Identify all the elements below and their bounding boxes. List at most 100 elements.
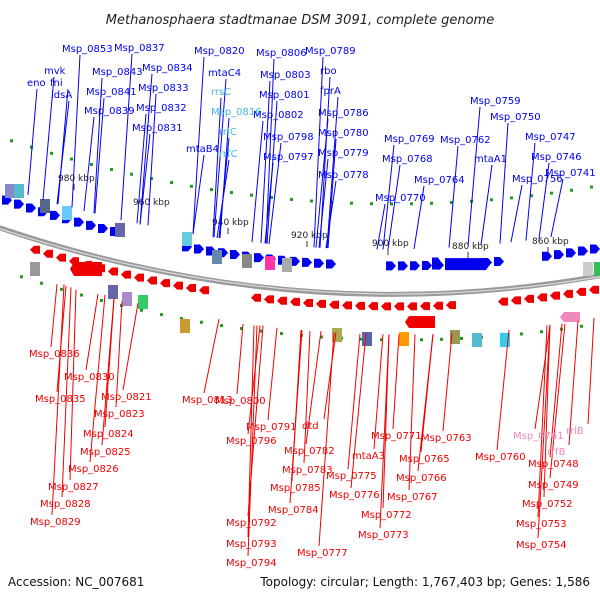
tick-dot bbox=[530, 194, 533, 198]
reverse-gene-arrow bbox=[121, 270, 131, 279]
forward-gene-arrow bbox=[398, 261, 408, 271]
forward-gene-arrow bbox=[410, 261, 420, 271]
forward-gene-label: eno bbox=[27, 78, 46, 89]
forward-gene-label: Msp_0806 bbox=[256, 48, 307, 59]
reverse-gene-label: Msp_0775 bbox=[326, 471, 377, 482]
reverse-leader-line bbox=[568, 320, 579, 446]
reverse-leader-line bbox=[247, 325, 255, 538]
forward-leader-line bbox=[467, 106, 481, 247]
forward-leader-line bbox=[325, 180, 337, 249]
reverse-leader-line bbox=[408, 334, 416, 491]
feature-block bbox=[212, 250, 222, 264]
forward-gene-label: Msp_0786 bbox=[318, 108, 369, 119]
reverse-gene-label: Msp_0821 bbox=[101, 392, 152, 403]
reverse-gene-arrow bbox=[560, 312, 580, 322]
tick-dot bbox=[320, 335, 323, 339]
forward-leader-line bbox=[71, 54, 81, 208]
forward-gene-label: Msp_0768 bbox=[382, 154, 433, 165]
forward-leader-line bbox=[251, 120, 264, 243]
genome-backbone-highlight bbox=[0, 228, 600, 295]
tick-dot bbox=[260, 329, 263, 333]
reverse-gene-label: Msp_0828 bbox=[40, 499, 91, 510]
reverse-gene-arrow bbox=[316, 299, 326, 308]
forward-gene-label: idsA bbox=[51, 90, 72, 101]
forward-leader-line bbox=[192, 56, 205, 235]
forward-leader-line bbox=[218, 137, 230, 238]
forward-gene-arrow bbox=[302, 257, 312, 267]
forward-gene-label: mvk bbox=[44, 66, 66, 77]
forward-gene-arrow bbox=[14, 199, 24, 209]
tick-dot bbox=[460, 336, 463, 340]
reverse-leader-line bbox=[247, 325, 261, 435]
reverse-leader-line bbox=[417, 334, 434, 472]
forward-leader-line bbox=[56, 100, 70, 205]
reverse-gene-label: Msp_0792 bbox=[226, 518, 277, 529]
forward-gene-arrow bbox=[26, 203, 36, 213]
reverse-leader-line bbox=[537, 325, 551, 539]
scale-ticks: 980 kbp 960 kbp 940 kbp 920 kbp 900 kbp 880 k… bbox=[58, 174, 569, 258]
reverse-gene-arrow bbox=[30, 245, 40, 254]
forward-leader-line bbox=[315, 118, 329, 248]
feature-block bbox=[40, 199, 50, 213]
reverse-leader-line bbox=[50, 284, 58, 348]
tick-dot bbox=[50, 151, 53, 155]
forward-gene-arrow bbox=[290, 256, 300, 266]
forward-gene-label: Msp_0834 bbox=[142, 63, 193, 74]
reverse-leader-line bbox=[101, 297, 115, 446]
map-title: Methanosphaera stadtmanae DSM 3091, comp… bbox=[106, 13, 494, 28]
reverse-gene-label: Msp_0767 bbox=[387, 492, 438, 503]
forward-gene-arrow bbox=[542, 251, 552, 261]
forward-gene-label: Msp_0831 bbox=[132, 123, 183, 134]
tick-dot bbox=[520, 332, 523, 336]
tick-dot bbox=[190, 184, 193, 188]
reverse-leader-line bbox=[122, 303, 139, 391]
reverse-gene-label: Msp_0783 bbox=[282, 465, 333, 476]
tick-dot bbox=[350, 201, 353, 205]
forward-leader-line bbox=[120, 53, 133, 221]
tick-dot bbox=[310, 199, 313, 203]
tick-dot bbox=[450, 200, 453, 204]
reverse-leader-line bbox=[347, 333, 361, 470]
forward-gene-label: fprA bbox=[320, 86, 341, 97]
reverse-gene-label: Msp_0829 bbox=[30, 517, 81, 528]
forward-gene-label: Msp_0801 bbox=[259, 90, 310, 101]
forward-gene-label: rrfC bbox=[219, 149, 238, 160]
reverse-leader-line bbox=[323, 332, 337, 420]
forward-gene-label: mtaC4 bbox=[208, 68, 241, 79]
reverse-leader-line bbox=[89, 294, 106, 463]
scale-tick-label: 940 kbp bbox=[212, 218, 249, 228]
reverse-gene-label: dtd bbox=[302, 421, 319, 432]
reverse-gene-arrow bbox=[407, 302, 417, 311]
reverse-gene-label: Msp_0823 bbox=[94, 409, 145, 420]
reverse-gene-label: Msp_0763 bbox=[421, 433, 472, 444]
reverse-gene-label: Msp_0813 bbox=[182, 395, 233, 406]
reverse-leader-line bbox=[549, 323, 566, 479]
forward-gene-label: Msp_0762 bbox=[440, 135, 491, 146]
scale-tick-label: 960 kbp bbox=[133, 198, 170, 208]
reverse-gene-label: Msp_0800 bbox=[215, 396, 266, 407]
forward-leader-line bbox=[326, 96, 339, 249]
reverse-leader-line bbox=[203, 319, 220, 394]
feature-block bbox=[265, 256, 275, 270]
tick-dot bbox=[390, 202, 393, 206]
forward-gene-label: mtaB4 bbox=[186, 144, 219, 155]
reverse-gene-label: Msp_0785 bbox=[270, 483, 321, 494]
feature-block bbox=[14, 184, 24, 198]
reverse-gene-label: Msp_0777 bbox=[297, 548, 348, 559]
reverse-gene-label: Msp_0749 bbox=[528, 480, 579, 491]
tick-dot bbox=[40, 281, 43, 285]
forward-gene-label: rrsC bbox=[211, 87, 231, 98]
forward-gene-label: mtaA1 bbox=[474, 154, 507, 165]
feature-block bbox=[450, 330, 460, 344]
accession-text: Accession: NC_007681 bbox=[8, 575, 144, 589]
reverse-leader-line bbox=[392, 334, 400, 430]
forward-gene-arrow bbox=[74, 217, 84, 227]
tick-dot bbox=[550, 191, 553, 195]
reverse-gene-label: Msp_0836 bbox=[29, 349, 80, 360]
forward-gene-label: Msp_0837 bbox=[114, 43, 165, 54]
reverse-leader-line bbox=[303, 331, 311, 464]
forward-gene-arrow bbox=[566, 248, 576, 258]
reverse-gene-label: Msp_0830 bbox=[64, 372, 115, 383]
reverse-gene-arrow bbox=[147, 276, 157, 285]
